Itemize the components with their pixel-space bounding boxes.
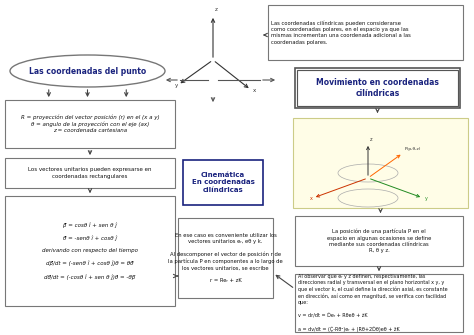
Text: y: y <box>175 83 178 88</box>
FancyBboxPatch shape <box>293 118 468 208</box>
Text: x: x <box>310 196 313 201</box>
FancyBboxPatch shape <box>5 196 175 306</box>
Text: Las coordenadas cilíndricas pueden considerarse
como coordenadas polares, en el : Las coordenadas cilíndricas pueden consi… <box>271 20 411 45</box>
Text: Al observar que eᵣ y z definen, respectivamente, las
direcciones radial y transv: Al observar que eᵣ y z definen, respecti… <box>298 274 447 332</box>
FancyBboxPatch shape <box>295 216 463 266</box>
Text: P(p,θ,z): P(p,θ,z) <box>405 147 421 151</box>
Text: y: y <box>425 196 428 201</box>
Text: Los vectores unitarios pueden expresarse en
coordenadas rectangulares: Los vectores unitarios pueden expresarse… <box>28 168 152 179</box>
FancyBboxPatch shape <box>183 160 263 205</box>
Text: Movimiento en coordenadas
cilíndricas: Movimiento en coordenadas cilíndricas <box>316 78 439 98</box>
FancyBboxPatch shape <box>5 100 175 148</box>
Text: Cinemática
En coordenadas
cilíndricas: Cinemática En coordenadas cilíndricas <box>191 172 255 193</box>
Text: Las coordenadas del punto: Las coordenadas del punto <box>29 67 146 75</box>
FancyBboxPatch shape <box>297 70 458 106</box>
FancyBboxPatch shape <box>178 218 273 298</box>
FancyBboxPatch shape <box>295 68 460 108</box>
Ellipse shape <box>10 55 165 87</box>
Text: R = proyección del vector posición (r) en el (x a y)
θ = angulo de la proyección: R = proyección del vector posición (r) e… <box>21 115 159 133</box>
Text: x: x <box>253 88 256 93</box>
FancyBboxPatch shape <box>295 274 463 332</box>
Text: β̂ = cosθ î + sen θ ĵ

θ̂ = -senθ î + cosθ ĵ

derivando con respecto del tiempo
: β̂ = cosθ î + sen θ ĵ θ̂ = -senθ î + cos… <box>42 222 138 279</box>
Text: En ese caso es conveniente utilizar los
vectores unitarios eᵣ, eθ y k.

Al desco: En ese caso es conveniente utilizar los … <box>168 233 283 283</box>
Text: z: z <box>370 137 373 142</box>
Text: La posición de una partícula P en el
espacio en algunas ocasiones se define
medi: La posición de una partícula P en el esp… <box>327 229 431 253</box>
FancyBboxPatch shape <box>268 5 463 60</box>
Text: z: z <box>215 7 218 12</box>
FancyBboxPatch shape <box>5 158 175 188</box>
